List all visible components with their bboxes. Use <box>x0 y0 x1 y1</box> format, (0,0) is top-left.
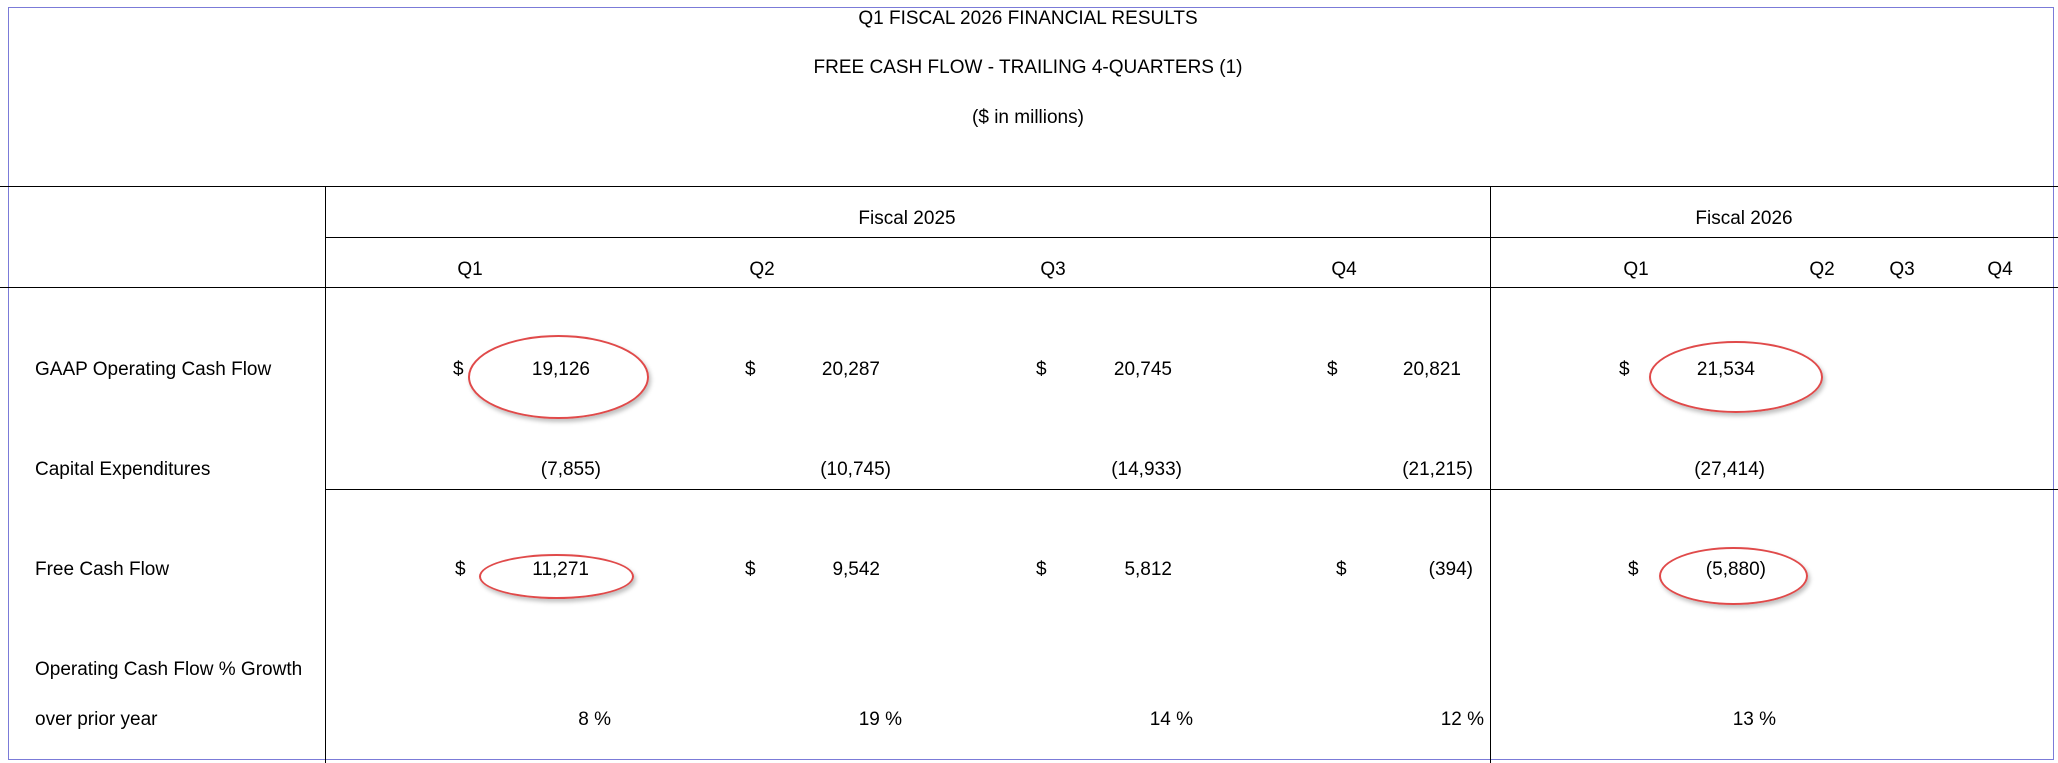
currency-symbol: $ <box>1036 559 1047 580</box>
table-cell: 12 % <box>1440 709 1484 730</box>
currency-symbol: $ <box>1327 359 1338 380</box>
label-column-divider <box>325 186 326 763</box>
currency-symbol: $ <box>453 359 464 380</box>
highlight-ellipse <box>1659 547 1808 605</box>
report-title: Q1 FISCAL 2026 FINANCIAL RESULTS <box>858 8 1198 29</box>
table-cell: 21,534 <box>1696 359 1755 380</box>
table-cell: (21,215) <box>1402 459 1473 480</box>
currency-symbol: $ <box>1619 359 1630 380</box>
table-cell: 19,126 <box>531 359 590 380</box>
table-cell: (14,933) <box>1111 459 1182 480</box>
quarter-header: Q1 <box>1623 259 1649 280</box>
table-cell: 8 % <box>578 709 611 730</box>
table-cell: 19 % <box>858 709 902 730</box>
currency-symbol: $ <box>745 359 756 380</box>
fiscal-header-rule <box>325 237 2058 238</box>
quarter-header: Q2 <box>749 259 775 280</box>
quarter-header: Q3 <box>1889 259 1915 280</box>
table-cell: 9,542 <box>832 559 880 580</box>
row-label-gaap-ocf: GAAP Operating Cash Flow <box>35 359 272 380</box>
table-top-rule <box>0 186 2058 187</box>
table-cell: 11,271 <box>532 559 589 580</box>
report-subtitle: FREE CASH FLOW - TRAILING 4-QUARTERS (1) <box>813 57 1243 78</box>
subtotal-rule <box>325 489 2058 490</box>
quarter-header: Q3 <box>1040 259 1066 280</box>
row-label-growth-line2: over prior year <box>35 709 158 730</box>
fiscal-2025-header: Fiscal 2025 <box>858 208 956 229</box>
table-cell: 20,745 <box>1113 359 1172 380</box>
units-note: ($ in millions) <box>972 107 1084 128</box>
quarter-header: Q2 <box>1809 259 1835 280</box>
row-label-growth: Operating Cash Flow % Growth <box>35 659 303 680</box>
table-cell: 14 % <box>1149 709 1193 730</box>
table-cell: 20,821 <box>1402 359 1461 380</box>
table-cell: (10,745) <box>820 459 891 480</box>
table-cell: 13 % <box>1732 709 1776 730</box>
quarter-header: Q4 <box>1331 259 1357 280</box>
table-cell: 5,812 <box>1124 559 1172 580</box>
currency-symbol: $ <box>1036 359 1047 380</box>
fiscal-2026-header: Fiscal 2026 <box>1695 208 1793 229</box>
table-cell: (27,414) <box>1694 459 1765 480</box>
table-cell: (5,880) <box>1705 559 1766 580</box>
header-bottom-rule <box>0 287 2058 288</box>
quarter-header: Q1 <box>457 259 483 280</box>
row-label-fcf: Free Cash Flow <box>35 559 170 580</box>
highlight-ellipse <box>1649 341 1823 413</box>
currency-symbol: $ <box>1336 559 1347 580</box>
table-cell: (394) <box>1428 559 1473 580</box>
table-cell: 20,287 <box>821 359 880 380</box>
currency-symbol: $ <box>745 559 756 580</box>
table-cell: (7,855) <box>540 459 601 480</box>
quarter-header: Q4 <box>1987 259 2013 280</box>
highlight-ellipse <box>479 554 634 599</box>
currency-symbol: $ <box>1628 559 1639 580</box>
fiscal-year-divider <box>1490 186 1491 763</box>
currency-symbol: $ <box>455 559 466 580</box>
page-frame <box>8 7 2054 760</box>
highlight-ellipse <box>468 335 649 419</box>
row-label-capex: Capital Expenditures <box>35 459 211 480</box>
